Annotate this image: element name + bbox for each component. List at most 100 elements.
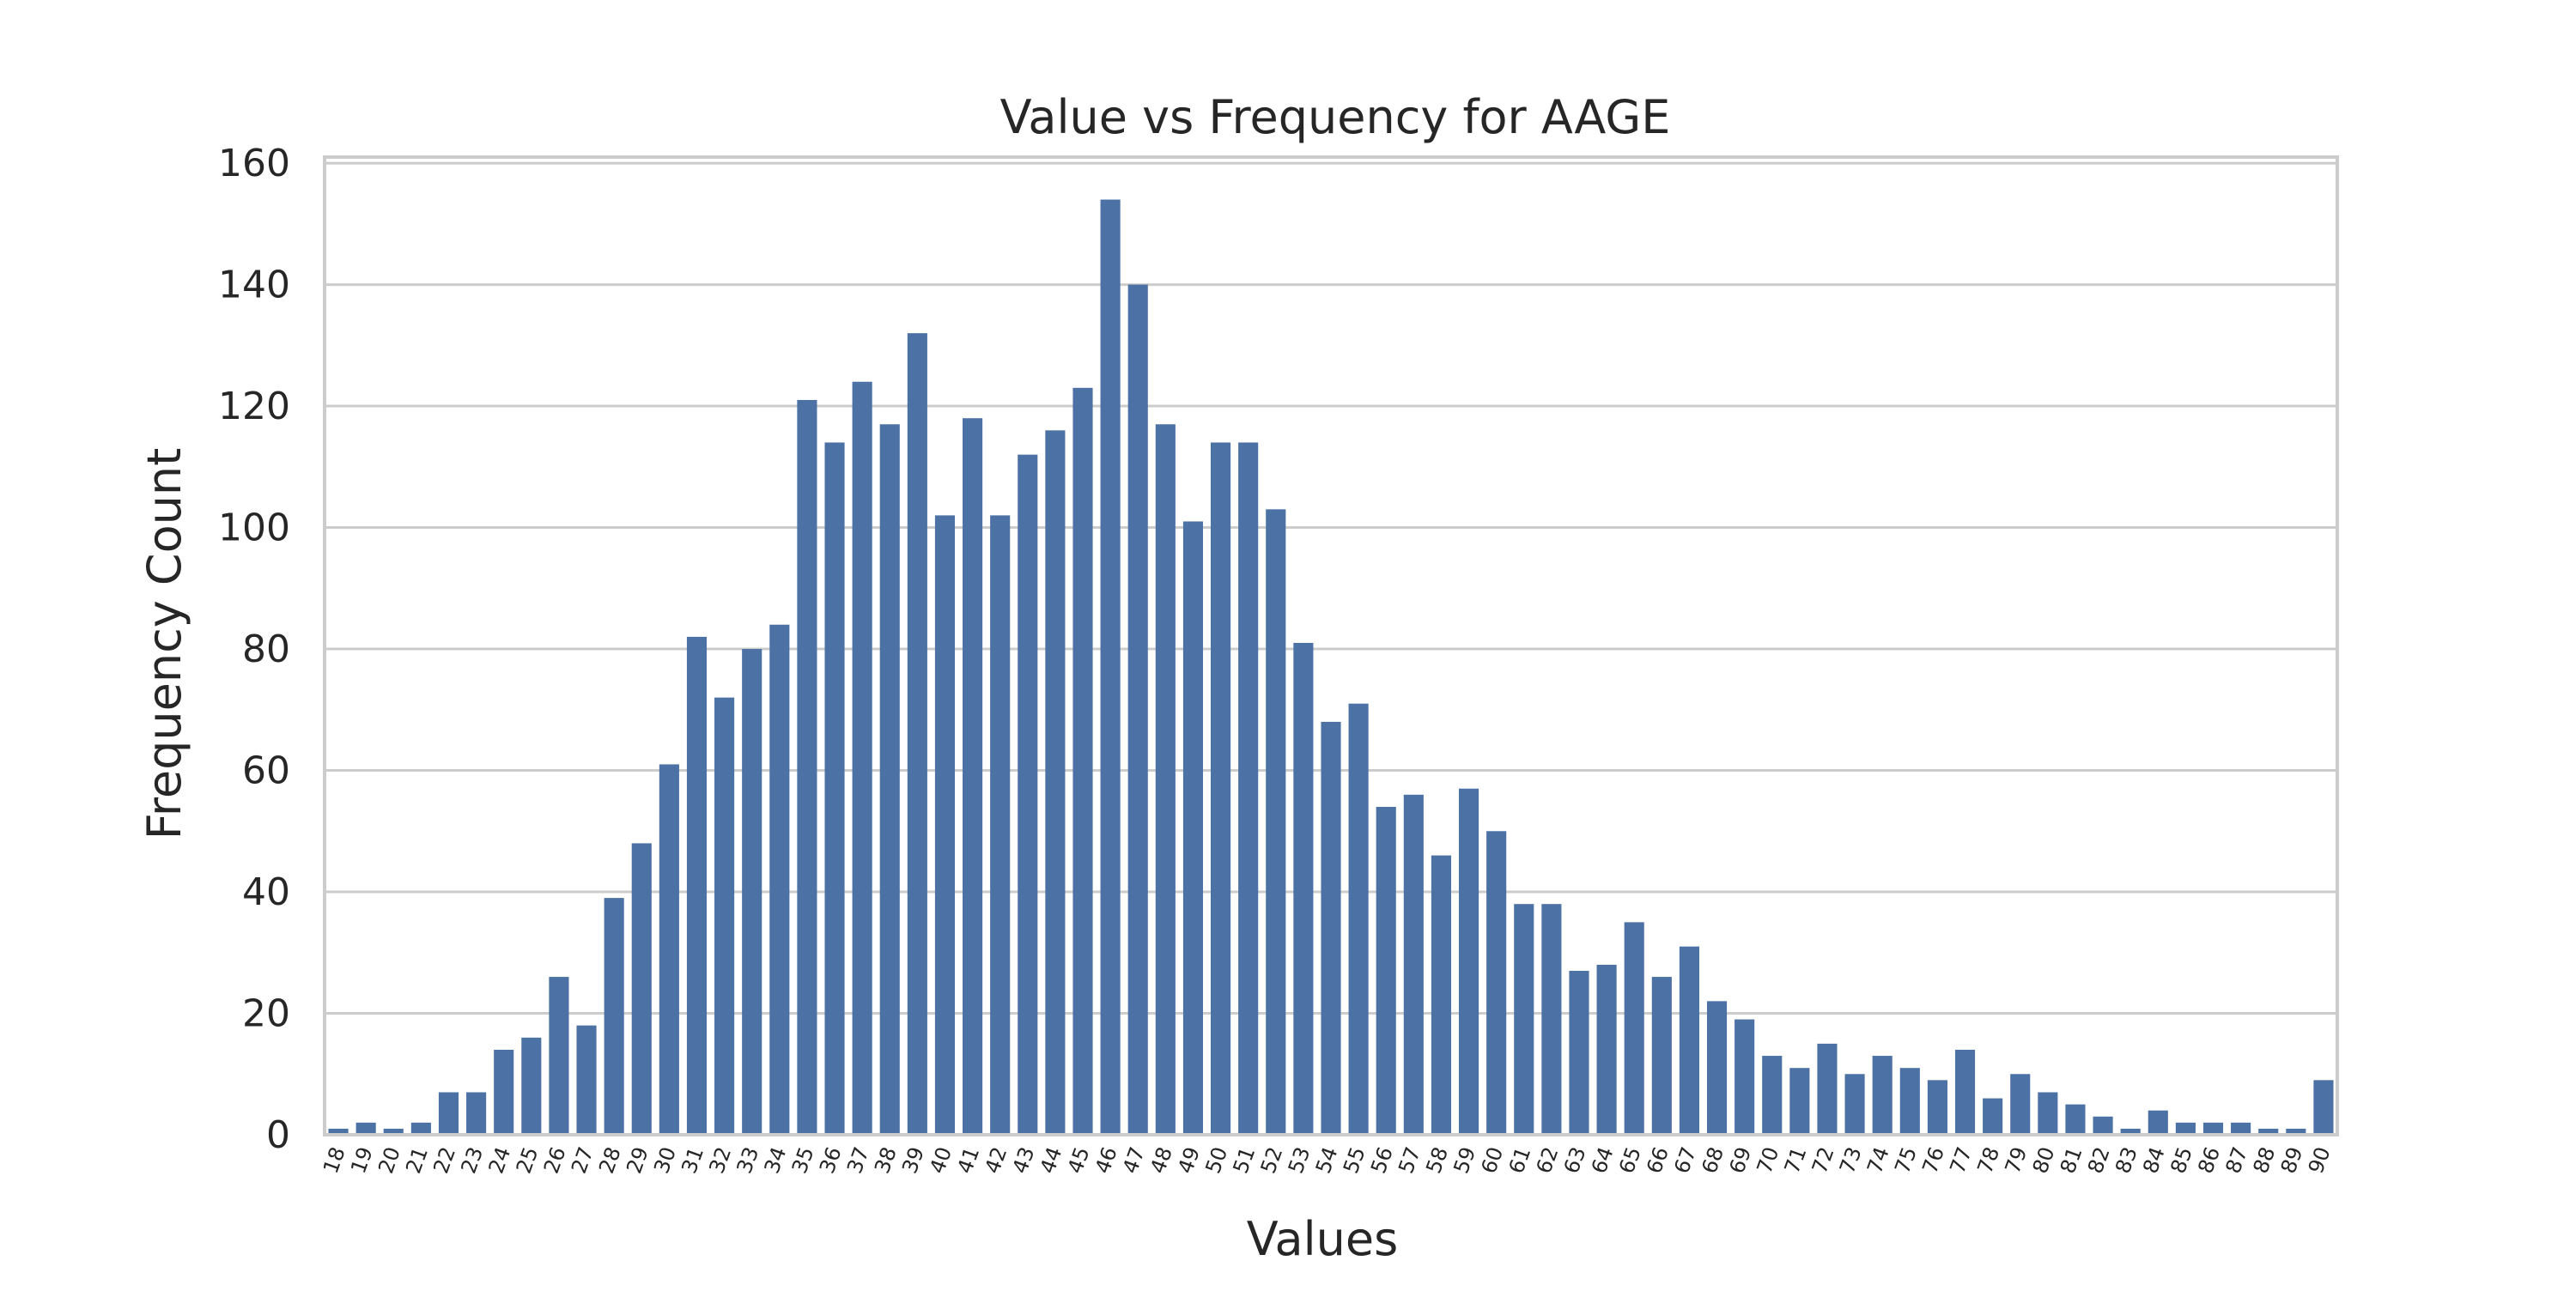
bar — [1458, 788, 1479, 1135]
bar — [2148, 1110, 2168, 1135]
x-tick-label: 21 — [401, 1143, 433, 1176]
bar — [1872, 1056, 1893, 1135]
bar — [1514, 904, 1534, 1135]
x-tick-label: 34 — [760, 1143, 792, 1176]
bar — [2231, 1122, 2251, 1135]
bar — [1541, 904, 1562, 1135]
x-tick-label: 28 — [594, 1143, 626, 1176]
x-tick-label: 49 — [1173, 1143, 1205, 1176]
x-tick-label: 35 — [787, 1143, 819, 1176]
x-tick-label: 54 — [1311, 1143, 1343, 1176]
x-tick-label: 40 — [925, 1143, 957, 1176]
bar — [383, 1128, 404, 1135]
x-tick-label: 85 — [2166, 1143, 2197, 1176]
y-tick-label: 140 — [218, 264, 290, 307]
bar — [659, 764, 679, 1135]
bar — [1954, 1049, 1976, 1135]
x-tick-label: 44 — [1036, 1143, 1067, 1176]
y-tick-label: 160 — [218, 142, 290, 185]
x-tick-label: 43 — [1008, 1143, 1040, 1176]
plot-frame — [323, 155, 2339, 1136]
y-tick-label: 40 — [242, 870, 290, 914]
bar — [990, 515, 1011, 1135]
x-tick-label: 22 — [428, 1143, 460, 1176]
bar — [1706, 1001, 1728, 1135]
x-tick-label: 23 — [456, 1143, 488, 1176]
x-tick-label: 38 — [870, 1143, 902, 1176]
bar — [2258, 1128, 2279, 1135]
x-tick-label: 83 — [2111, 1143, 2142, 1176]
x-tick-label: 78 — [1973, 1143, 2005, 1176]
y-axis-label: Frequency Count — [137, 448, 191, 840]
bar — [1403, 794, 1424, 1135]
bar — [1762, 1056, 1783, 1135]
bar — [1321, 721, 1341, 1135]
bar — [1735, 1019, 1755, 1135]
x-tick-label: 68 — [1697, 1143, 1728, 1176]
x-tick-label: 81 — [2056, 1143, 2087, 1176]
bar — [631, 843, 652, 1135]
bar — [2010, 1074, 2031, 1135]
x-tick-label: 50 — [1200, 1143, 1232, 1176]
x-tick-label: 70 — [1753, 1143, 1784, 1176]
bar — [1789, 1068, 1810, 1135]
x-tick-label: 45 — [1063, 1143, 1095, 1176]
bar — [2120, 1128, 2141, 1135]
bar — [1155, 424, 1176, 1135]
bar — [2286, 1128, 2306, 1135]
y-tick-label: 20 — [242, 992, 290, 1036]
x-tick-label: 89 — [2276, 1143, 2308, 1176]
y-axis-ticks: 0 20 40 60 80 100 120 140 160 — [218, 142, 290, 1157]
x-tick-label: 46 — [1091, 1143, 1122, 1176]
bar — [2175, 1122, 2196, 1135]
bar — [742, 649, 762, 1135]
bar — [1431, 855, 1451, 1135]
x-tick-label: 39 — [897, 1143, 929, 1176]
x-tick-label: 30 — [649, 1143, 681, 1176]
bar — [797, 399, 817, 1136]
x-tick-label: 60 — [1477, 1143, 1509, 1176]
x-tick-label: 56 — [1366, 1143, 1398, 1176]
bar — [1679, 946, 1699, 1135]
x-tick-label: 90 — [2304, 1143, 2336, 1176]
x-axis-ticks: 1819202122232425262728293031323334353637… — [319, 1143, 2336, 1176]
x-tick-label: 41 — [952, 1143, 984, 1176]
x-tick-label: 42 — [981, 1143, 1012, 1176]
x-tick-label: 88 — [2249, 1143, 2281, 1176]
x-tick-label: 77 — [1945, 1143, 1977, 1176]
bar — [907, 333, 927, 1135]
y-tick-label: 100 — [218, 506, 290, 550]
bar — [1045, 430, 1066, 1136]
x-tick-label: 33 — [732, 1143, 764, 1176]
x-tick-label: 57 — [1394, 1143, 1425, 1176]
x-tick-label: 27 — [567, 1143, 598, 1176]
bar — [1127, 284, 1148, 1136]
y-tick-label: 60 — [242, 749, 290, 793]
bar — [576, 1025, 597, 1135]
bar — [1817, 1043, 1838, 1135]
bar — [934, 515, 956, 1135]
x-tick-label: 80 — [2028, 1143, 2060, 1176]
bar — [2093, 1116, 2113, 1135]
x-tick-label: 69 — [1725, 1143, 1757, 1176]
x-tick-label: 76 — [1917, 1143, 1949, 1176]
bars — [328, 199, 2334, 1136]
x-tick-label: 65 — [1614, 1143, 1646, 1176]
x-tick-label: 75 — [1890, 1143, 1922, 1176]
x-tick-label: 72 — [1807, 1143, 1839, 1176]
chart-title: Value vs Frequency for AAGE — [1000, 90, 1671, 144]
x-tick-label: 58 — [1421, 1143, 1453, 1176]
x-tick-label: 71 — [1780, 1143, 1812, 1176]
bar — [1293, 642, 1314, 1135]
x-axis-label: Values — [1247, 1212, 1398, 1266]
x-tick-label: 31 — [677, 1143, 708, 1176]
x-tick-label: 62 — [1532, 1143, 1564, 1176]
bar — [494, 1049, 514, 1135]
x-tick-label: 87 — [2221, 1143, 2252, 1176]
bar — [824, 442, 845, 1135]
bar — [1486, 831, 1507, 1135]
bar — [714, 697, 735, 1135]
bar — [604, 898, 624, 1135]
